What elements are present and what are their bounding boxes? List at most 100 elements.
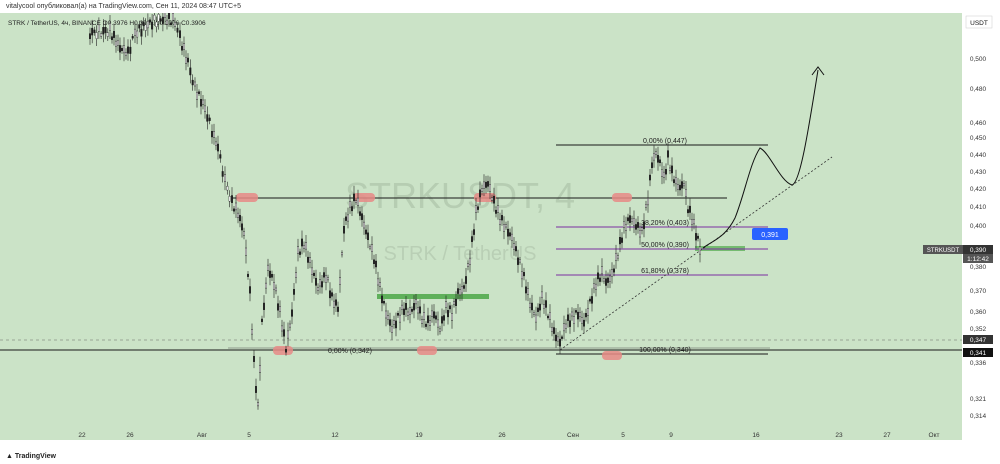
candle-body[interactable] [315, 278, 318, 286]
candle-body[interactable] [527, 288, 530, 295]
candle-body[interactable] [559, 338, 562, 347]
candle-body[interactable] [633, 218, 636, 226]
candle-body[interactable] [341, 252, 344, 256]
candle-body[interactable] [597, 272, 600, 280]
candle-body[interactable] [142, 21, 145, 27]
candle-body[interactable] [433, 311, 436, 319]
candle-body[interactable] [184, 57, 187, 64]
candle-body[interactable] [469, 257, 472, 265]
candle-body[interactable] [665, 168, 668, 175]
candle-body[interactable] [171, 13, 174, 21]
candle-body[interactable] [603, 278, 606, 282]
candle-body[interactable] [515, 246, 518, 252]
candle-body[interactable] [407, 311, 410, 316]
candle-body[interactable] [579, 312, 582, 317]
candle-body[interactable] [95, 32, 98, 39]
candle-body[interactable] [189, 67, 192, 76]
candle-body[interactable] [431, 310, 434, 317]
candle-body[interactable] [223, 174, 226, 183]
candle-body[interactable] [337, 306, 340, 312]
candle-body[interactable] [429, 320, 432, 326]
candle-body[interactable] [136, 30, 139, 38]
candle-body[interactable] [383, 301, 386, 304]
candle-body[interactable] [537, 307, 540, 312]
candle-body[interactable] [691, 218, 694, 225]
candle-body[interactable] [363, 221, 366, 229]
candle-body[interactable] [557, 336, 560, 342]
candle-body[interactable] [357, 197, 360, 206]
candle-body[interactable] [151, 21, 154, 30]
candle-body[interactable] [146, 20, 149, 29]
candle-body[interactable] [449, 305, 452, 310]
candle-body[interactable] [411, 309, 414, 312]
candle-body[interactable] [395, 320, 398, 329]
candle-body[interactable] [216, 143, 219, 152]
candle-body[interactable] [659, 159, 662, 163]
candle-body[interactable] [226, 185, 229, 191]
candle-body[interactable] [355, 200, 358, 203]
candle-body[interactable] [114, 40, 117, 47]
candle-body[interactable] [263, 302, 266, 311]
candle-body[interactable] [639, 230, 642, 238]
candle-body[interactable] [399, 314, 402, 323]
candle-body[interactable] [511, 233, 514, 241]
candle-body[interactable] [459, 289, 462, 296]
candle-body[interactable] [367, 232, 370, 241]
trend-line[interactable] [559, 156, 833, 351]
candle-body[interactable] [599, 277, 602, 282]
candle-body[interactable] [176, 27, 179, 33]
candle-body[interactable] [677, 183, 680, 190]
candle-body[interactable] [447, 310, 450, 318]
candle-body[interactable] [423, 312, 426, 320]
candle-body[interactable] [313, 272, 316, 276]
candle-body[interactable] [523, 272, 526, 277]
candle-body[interactable] [325, 275, 328, 283]
candle-body[interactable] [419, 306, 422, 314]
candle-body[interactable] [631, 218, 634, 222]
candle-body[interactable] [593, 283, 596, 289]
candle-body[interactable] [297, 246, 300, 254]
candle-body[interactable] [483, 181, 486, 189]
green-zone-mid[interactable] [377, 294, 489, 299]
candle-body[interactable] [671, 165, 674, 174]
candle-body[interactable] [675, 177, 678, 185]
candle-body[interactable] [353, 193, 356, 202]
candle-body[interactable] [519, 259, 522, 263]
candle-body[interactable] [311, 267, 314, 275]
candle-body[interactable] [97, 24, 100, 32]
candle-body[interactable] [236, 212, 239, 219]
candle-body[interactable] [214, 141, 217, 146]
candle-body[interactable] [647, 197, 650, 206]
candle-body[interactable] [627, 217, 630, 222]
candle-body[interactable] [467, 263, 470, 267]
candle-body[interactable] [102, 26, 105, 35]
candle-body[interactable] [525, 286, 528, 294]
candle-body[interactable] [261, 318, 264, 322]
candle-body[interactable] [321, 281, 324, 288]
candle-body[interactable] [347, 214, 350, 222]
candle-body[interactable] [393, 320, 396, 325]
candle-body[interactable] [277, 303, 280, 311]
candle-body[interactable] [697, 235, 700, 239]
candle-body[interactable] [425, 323, 428, 327]
candle-body[interactable] [587, 308, 590, 316]
candle-body[interactable] [547, 315, 550, 319]
candle-body[interactable] [339, 277, 342, 285]
candle-body[interactable] [377, 278, 380, 286]
candle-body[interactable] [329, 290, 332, 299]
candle-body[interactable] [230, 195, 233, 203]
candle-body[interactable] [291, 309, 294, 317]
projection-path[interactable] [702, 69, 819, 249]
candle-body[interactable] [345, 216, 348, 221]
candle-body[interactable] [373, 259, 376, 264]
candle-body[interactable] [435, 315, 438, 320]
candle-body[interactable] [509, 232, 512, 237]
candle-body[interactable] [201, 99, 204, 105]
candle-body[interactable] [317, 287, 320, 291]
candle-body[interactable] [551, 327, 554, 332]
candle-body[interactable] [625, 224, 628, 232]
candle-body[interactable] [295, 272, 298, 278]
candle-body[interactable] [269, 270, 272, 278]
candle-body[interactable] [161, 16, 164, 24]
candle-body[interactable] [133, 28, 136, 36]
